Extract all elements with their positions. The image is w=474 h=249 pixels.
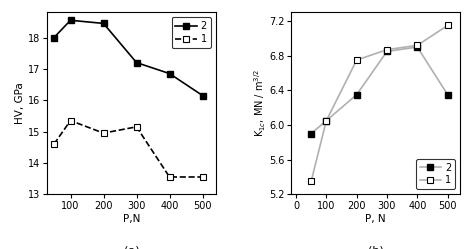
2	[445, 93, 450, 96]
1	[167, 176, 173, 179]
2	[384, 50, 390, 53]
X-axis label: P,N: P,N	[123, 214, 140, 224]
1	[384, 48, 390, 51]
Text: (b): (b)	[368, 245, 383, 249]
Line: 2: 2	[51, 17, 205, 98]
1	[414, 44, 420, 47]
Line: 2: 2	[309, 44, 450, 136]
2	[51, 36, 57, 39]
Text: (a): (a)	[124, 245, 139, 249]
2	[200, 94, 205, 97]
X-axis label: P, N: P, N	[365, 214, 386, 224]
Line: 1: 1	[51, 118, 205, 180]
1	[68, 119, 73, 122]
2	[134, 61, 139, 64]
Y-axis label: HV, GPa: HV, GPa	[15, 82, 25, 124]
1	[100, 132, 106, 135]
Y-axis label: K$_{1c}$, MN / m$^{3/2}$: K$_{1c}$, MN / m$^{3/2}$	[252, 69, 268, 137]
2	[323, 119, 329, 122]
1	[445, 24, 450, 27]
2	[414, 46, 420, 49]
2	[354, 93, 359, 96]
1	[51, 143, 57, 146]
Legend: 2, 1: 2, 1	[416, 159, 455, 189]
2	[167, 72, 173, 75]
Line: 1: 1	[309, 23, 450, 184]
1	[354, 59, 359, 62]
1	[323, 119, 329, 122]
2	[308, 132, 314, 135]
1	[200, 176, 205, 179]
1	[134, 125, 139, 128]
Legend: 2, 1: 2, 1	[172, 17, 211, 48]
2	[68, 19, 73, 22]
1	[308, 180, 314, 183]
2	[100, 22, 106, 25]
